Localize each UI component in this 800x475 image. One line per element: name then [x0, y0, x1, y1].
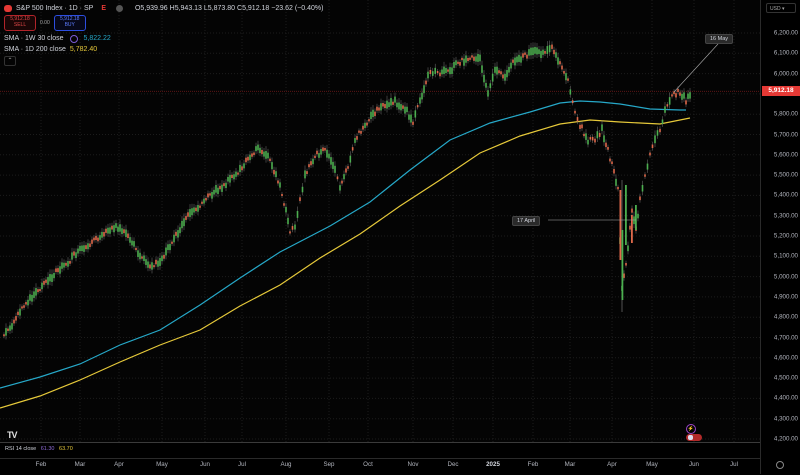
chart-pane[interactable]: S&P 500 Index · 1D · SP E O5,939.96 H5,9…: [0, 0, 760, 442]
indicator-name: SMA · 1D 200 close: [4, 45, 66, 53]
time-label: Apr: [114, 461, 124, 468]
price-tick: 5,000.00: [773, 273, 798, 281]
time-label: Feb: [35, 461, 47, 468]
ohlc-values: O5,939.96 H5,943.13 L5,873.80 C5,912.18 …: [135, 4, 323, 14]
sell-button[interactable]: 5,912.18 SELL: [4, 15, 36, 31]
symbol-row: S&P 500 Index · 1D · SP E O5,939.96 H5,9…: [4, 3, 323, 14]
symbol-logo-icon: [4, 5, 12, 12]
annotation-16-may[interactable]: 16 May: [705, 34, 734, 44]
annotation-17-april[interactable]: 17 April: [512, 216, 541, 226]
time-label: Mar: [74, 461, 86, 468]
time-label: Jul: [730, 461, 738, 468]
time-label: Apr: [607, 461, 617, 468]
rsi-pane[interactable]: RSI 14 close 61.30 63.70: [0, 442, 760, 459]
indicator-sma-30[interactable]: SMA · 1W 30 close 5,822.22: [4, 33, 323, 44]
indicator-name: SMA · 1W 30 close: [4, 34, 64, 42]
price-tick: 5,100.00: [773, 252, 798, 260]
trade-buttons: 5,912.18 SELL 0.00 5,912.18 BUY: [4, 15, 323, 31]
time-label: Jul: [238, 461, 246, 468]
buy-price: 5,912.18: [60, 16, 80, 22]
buy-button[interactable]: 5,912.18 BUY: [53, 15, 86, 31]
price-tick: 4,300.00: [773, 415, 798, 423]
time-label: Nov: [407, 461, 419, 468]
open-value: O5,939.96: [134, 4, 168, 12]
price-tick: 6,200.00: [773, 29, 798, 37]
time-label: Dec: [447, 461, 459, 468]
time-label: Sep: [323, 461, 335, 468]
high-value: H5,943.13: [169, 4, 202, 12]
rsi-value-2: 63.70: [59, 446, 73, 452]
price-tick: 6,100.00: [773, 49, 798, 57]
time-label: Oct: [363, 461, 373, 468]
price-tick: 5,600.00: [773, 151, 798, 159]
settings-icon[interactable]: [69, 34, 78, 43]
price-tick: 6,000.00: [773, 70, 798, 78]
time-label: Mar: [564, 461, 576, 468]
indicator-value: 5,822.22: [83, 34, 111, 42]
price-tick: 5,800.00: [773, 110, 798, 118]
us-flag-event-icon[interactable]: [686, 434, 702, 441]
price-tick: 5,700.00: [773, 131, 798, 138]
currency-label: USD: [770, 6, 781, 12]
price-tick: 4,500.00: [773, 374, 798, 382]
price-tick: 4,600.00: [773, 354, 798, 362]
price-tick: 4,900.00: [773, 293, 798, 301]
time-label: Jun: [689, 461, 699, 468]
minus-icon[interactable]: [115, 5, 123, 12]
time-axis[interactable]: Feb Mar Apr May Jun Jul Aug Sep Oct Nov Dec 2025 Feb…: [0, 458, 760, 475]
price-tick: 4,400.00: [773, 394, 798, 402]
earnings-event-icon[interactable]: ⚡: [686, 424, 696, 434]
change-value: −23.62 (−0.40%): [271, 4, 324, 12]
price-axis[interactable]: 6,200.00 6,100.00 6,000.00 5,800.00 5,700.00…: [760, 0, 800, 474]
price-tick: 5,300.00: [773, 212, 798, 220]
low-value: L5,873.80: [203, 4, 236, 12]
price-tick: 4,700.00: [773, 334, 798, 341]
sell-price: 5,912.18: [10, 16, 30, 22]
price-tick: 5,200.00: [773, 232, 798, 240]
settings-icon[interactable]: [776, 461, 784, 469]
currency-select[interactable]: USD ▾: [766, 3, 796, 13]
collapse-legend-button[interactable]: ⌃: [4, 56, 16, 66]
price-tick: 4,200.00: [773, 435, 798, 443]
spread-value: 0.00: [40, 20, 50, 26]
chart-legend: S&P 500 Index · 1D · SP E O5,939.96 H5,9…: [4, 3, 323, 66]
time-label: Feb: [527, 461, 539, 468]
rsi-legend: RSI 14 close 61.30 63.70: [5, 446, 73, 452]
price-tick: 5,400.00: [773, 191, 798, 199]
sell-label: SELL: [13, 22, 27, 28]
close-value: C5,912.18: [237, 4, 270, 12]
indicator-value: 5,782.40: [69, 45, 98, 53]
indicator-sma-200[interactable]: SMA · 1D 200 close 5,782.40: [4, 44, 323, 55]
rsi-value-1: 61.30: [40, 446, 55, 452]
time-label: May: [646, 461, 658, 468]
buy-label: BUY: [64, 22, 75, 28]
last-price-label: 5,912.18: [762, 86, 800, 97]
price-tick: 5,500.00: [773, 171, 798, 179]
price-chart[interactable]: [0, 0, 760, 442]
time-label: May: [156, 461, 168, 468]
time-label: 2025: [486, 461, 500, 468]
time-label: Jun: [200, 461, 210, 468]
tradingview-logo[interactable]: TV: [7, 430, 17, 440]
symbol-title[interactable]: S&P 500 Index · 1D · SP: [16, 4, 94, 12]
price-tick: 4,800.00: [773, 313, 798, 321]
time-label: Aug: [280, 461, 292, 468]
rsi-name: RSI 14 close: [5, 446, 37, 452]
market-closed-icon: E: [101, 4, 106, 12]
